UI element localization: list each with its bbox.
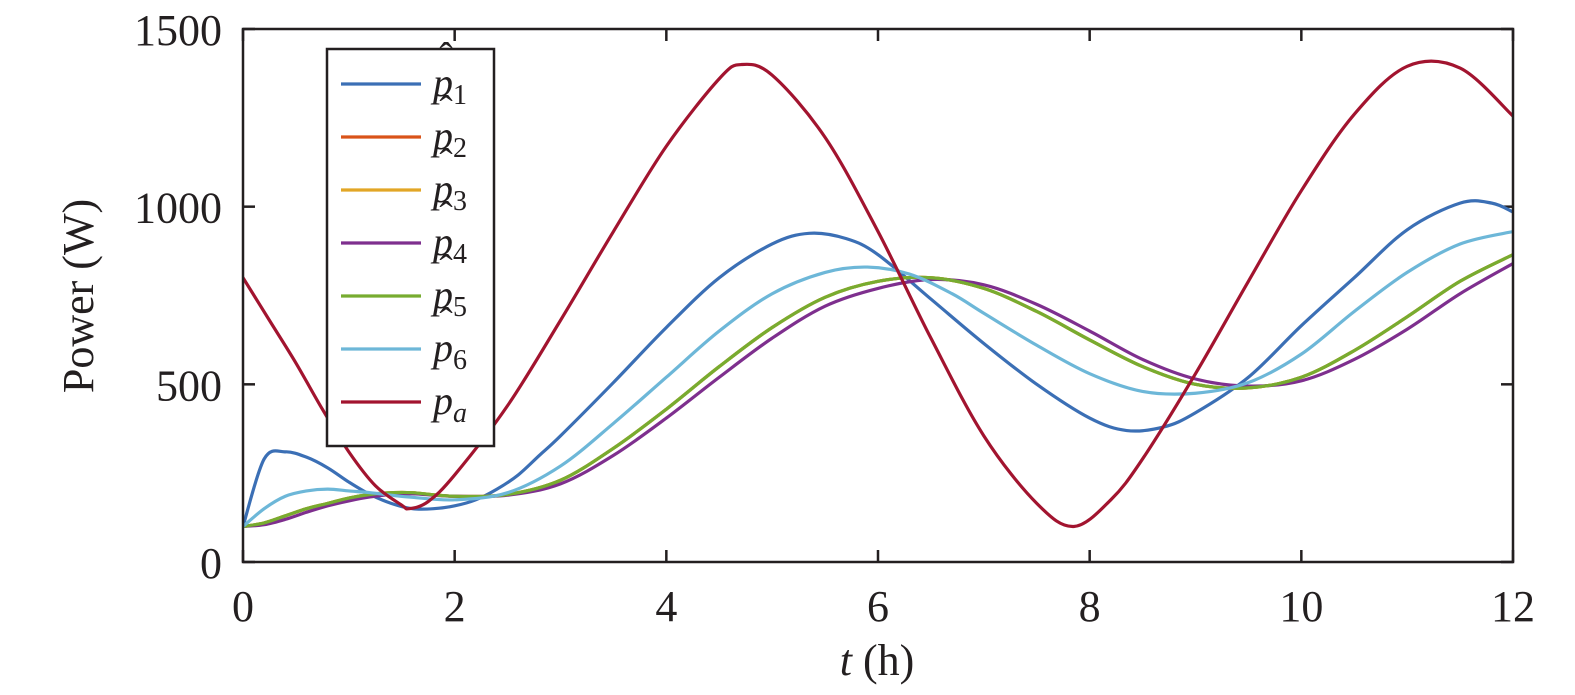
x-axis-unit: (h): [852, 636, 914, 685]
legend-label-6: p6: [430, 325, 467, 376]
y-axis-label: Power (W): [54, 199, 103, 393]
legend-label-a: pa: [430, 378, 467, 429]
x-axis-label: t (h): [840, 636, 915, 685]
series-line-6: [243, 229, 1513, 529]
series-line-5: [243, 253, 1513, 529]
plot-frame: [241, 27, 1515, 564]
legend-label-2: p2: [430, 113, 467, 164]
legend-label-4: p4: [430, 219, 467, 270]
y-tick-label: 0: [200, 539, 222, 588]
legend-hat-accent: ˆ: [439, 299, 453, 344]
x-tick-label: 10: [1279, 582, 1323, 631]
y-tick-label: 500: [156, 361, 222, 410]
legend-label-5: p5: [430, 272, 467, 323]
series-line-a: [243, 59, 1513, 529]
legend-label-1: p1: [430, 60, 467, 111]
tick-labels: 0 2 4 6 8 10 12 0 500 1000 1500: [134, 6, 1535, 631]
x-tick-label: 0: [232, 582, 254, 631]
legend-hat-accent: ˆ: [439, 193, 453, 238]
y-tick-label: 1000: [134, 184, 222, 233]
y-tick-label: 1500: [134, 6, 222, 55]
series-lines: [243, 59, 1513, 529]
legend-box: [325, 47, 496, 448]
x-axis-variable: t: [840, 636, 854, 685]
legend-label-3: p3: [430, 166, 467, 217]
legend-hat-accent: ˆ: [439, 246, 453, 291]
series-line-4: [243, 261, 1513, 529]
x-tick-label: 8: [1079, 582, 1101, 631]
legend-hat-accent: ˆ: [439, 34, 453, 79]
legend-hat-accent: ˆ: [439, 87, 453, 132]
x-tick-label: 2: [444, 582, 466, 631]
legend-hat-accent: ˆ: [439, 140, 453, 185]
x-tick-label: 12: [1491, 582, 1535, 631]
x-tick-label: 4: [655, 582, 677, 631]
x-tick-label: 6: [867, 582, 889, 631]
